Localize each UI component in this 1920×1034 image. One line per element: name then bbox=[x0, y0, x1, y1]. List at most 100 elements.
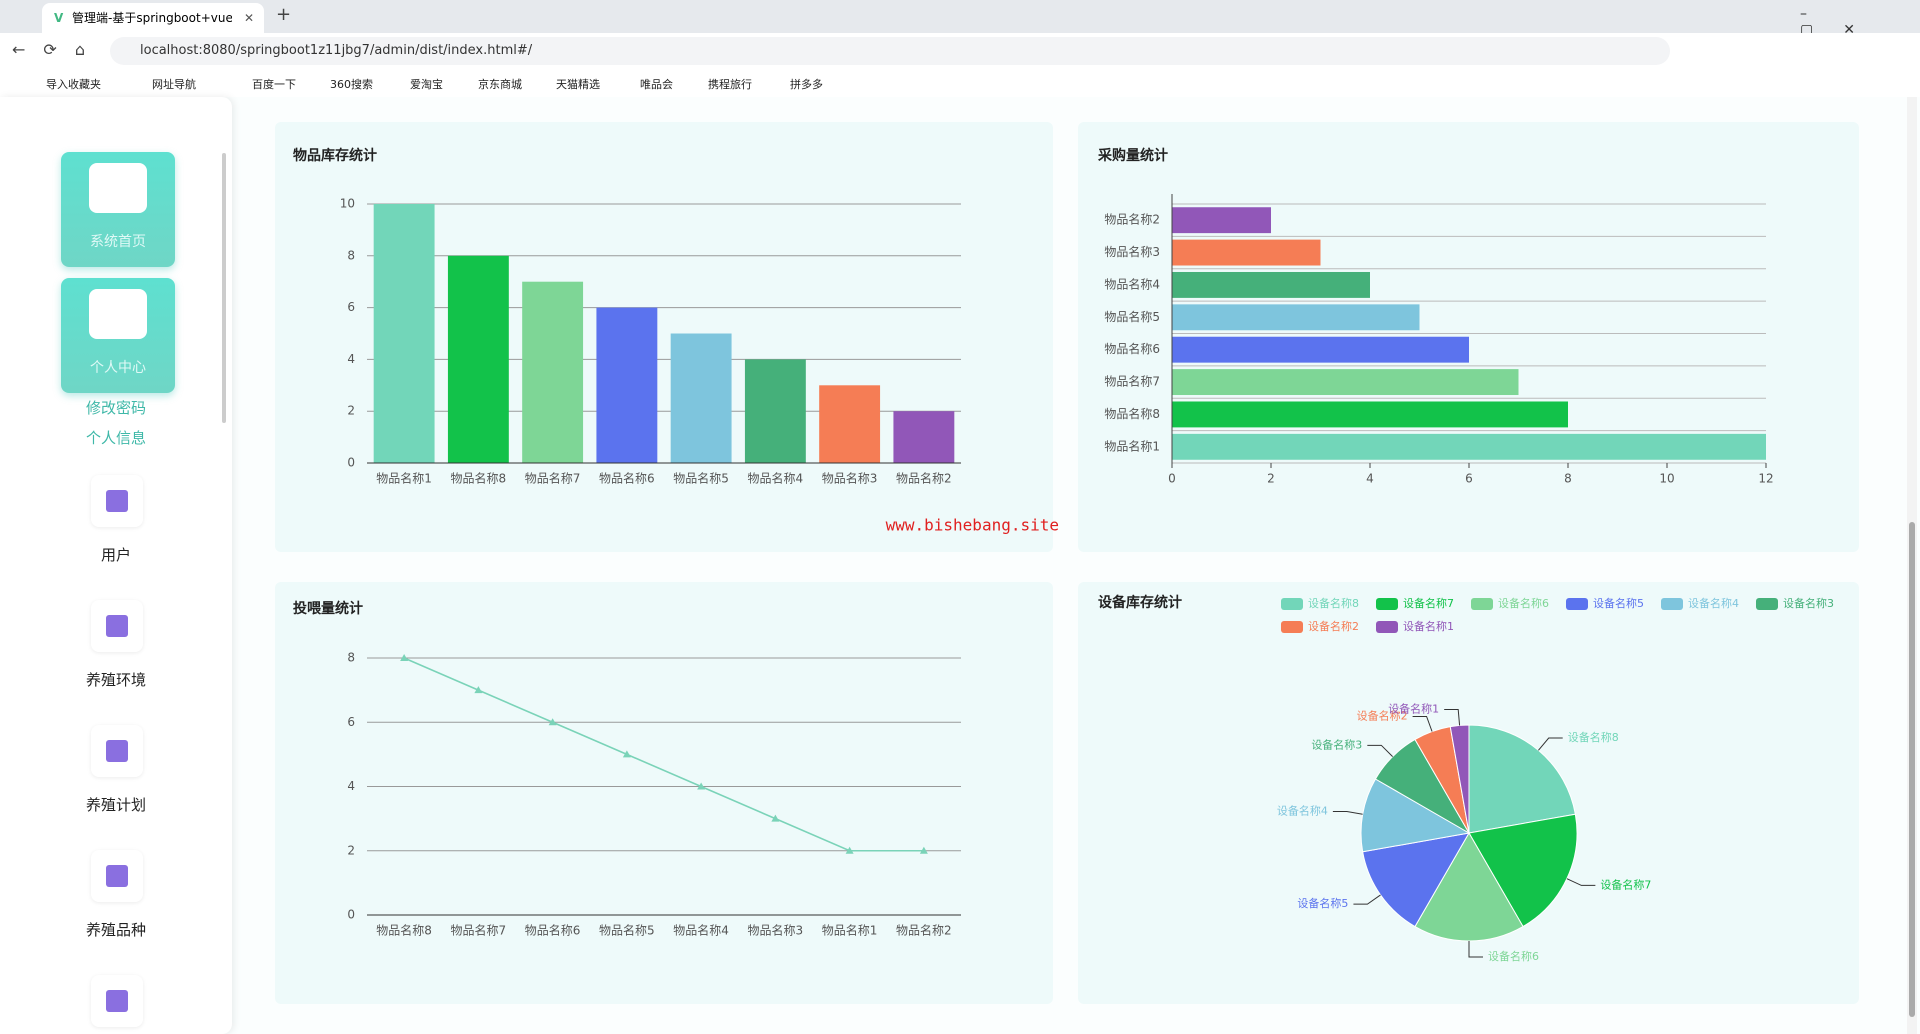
page-scrollbar bbox=[1907, 97, 1917, 1034]
x-tick-label: 物品名称4 bbox=[673, 923, 729, 938]
bookmark[interactable]: 携程旅行 bbox=[708, 78, 752, 91]
menu-icon[interactable] bbox=[91, 725, 143, 777]
menu-icon[interactable] bbox=[91, 975, 143, 1027]
submenu-item[interactable]: 修改密码 bbox=[85, 399, 146, 417]
label-line bbox=[1444, 708, 1461, 726]
menu-tile[interactable]: 系统首页 bbox=[61, 152, 175, 267]
y-tick-label: 物品名称4 bbox=[1104, 276, 1160, 291]
submenu-item[interactable]: 个人信息 bbox=[85, 429, 146, 447]
bookmark[interactable]: 爱淘宝 bbox=[410, 78, 443, 91]
bookmark[interactable]: 网址导航 bbox=[152, 78, 196, 91]
pie-slice bbox=[1449, 724, 1470, 834]
url-field[interactable]: localhost:8080/springboot1z11jbg7/admin/… bbox=[110, 37, 1670, 65]
bookmark[interactable]: 唯品会 bbox=[640, 78, 673, 91]
point bbox=[919, 846, 928, 854]
y-tick-label: 2 bbox=[347, 843, 355, 857]
bar bbox=[1172, 207, 1271, 234]
point bbox=[845, 846, 854, 854]
menu-icon bbox=[89, 163, 147, 213]
menu-icon[interactable] bbox=[91, 850, 143, 902]
y-tick-label: 物品名称6 bbox=[1104, 341, 1160, 356]
y-tick-label: 物品名称1 bbox=[1104, 438, 1160, 453]
x-tick-label: 物品名称4 bbox=[748, 471, 804, 486]
x-tick-label: 物品名称7 bbox=[525, 471, 581, 486]
y-tick-label: 6 bbox=[347, 300, 355, 314]
address-bar: ←⟳⌂ localhost:8080/springboot1z11jbg7/ad… bbox=[0, 33, 1920, 69]
bar bbox=[744, 359, 806, 463]
bar bbox=[670, 333, 732, 463]
bookmark[interactable]: 拼多多 bbox=[790, 78, 823, 91]
bar bbox=[1172, 239, 1321, 266]
icon-glyph bbox=[106, 865, 128, 887]
main: 系统首页个人中心修改密码个人信息用户养殖环境养殖计划养殖品种 bbox=[0, 97, 1920, 1034]
slice-label: 设备名称3 bbox=[1311, 737, 1362, 751]
bar bbox=[1172, 304, 1420, 331]
bookmark[interactable]: 360搜索 bbox=[330, 78, 373, 91]
bar bbox=[596, 307, 658, 463]
bookmark[interactable]: 导入收藏夹 bbox=[46, 78, 101, 91]
browser-tab[interactable]: V 管理端-基于springboot+vue智能 ✕ bbox=[42, 3, 264, 33]
legend-swatch bbox=[1566, 598, 1588, 610]
point bbox=[548, 718, 557, 726]
legend-label: 设备名称8 bbox=[1308, 596, 1359, 610]
legend-label: 设备名称2 bbox=[1308, 619, 1359, 633]
point bbox=[771, 814, 780, 822]
bookmark[interactable]: 天猫精选 bbox=[556, 78, 600, 91]
nav-buttons[interactable]: ←⟳⌂ bbox=[12, 40, 103, 59]
point bbox=[697, 782, 706, 790]
x-tick-label: 0 bbox=[1168, 472, 1176, 486]
x-tick-label: 2 bbox=[1267, 472, 1275, 486]
menu-label: 个人中心 bbox=[90, 360, 146, 376]
legend-label: 设备名称6 bbox=[1498, 596, 1549, 610]
bar bbox=[447, 255, 509, 463]
menu-item[interactable]: 养殖环境 bbox=[85, 671, 146, 689]
slice-label: 设备名称2 bbox=[1357, 708, 1408, 722]
bar bbox=[893, 411, 955, 463]
slice-label: 设备名称5 bbox=[1297, 896, 1348, 910]
y-tick-label: 物品名称2 bbox=[1104, 212, 1160, 227]
panel bbox=[275, 582, 1053, 1004]
y-tick-label: 0 bbox=[347, 456, 355, 470]
bar bbox=[373, 204, 435, 463]
icon-glyph bbox=[106, 740, 128, 762]
menu-item[interactable]: 养殖品种 bbox=[85, 921, 146, 939]
menu-item[interactable]: 用户 bbox=[100, 546, 131, 564]
x-tick-label: 8 bbox=[1564, 472, 1572, 486]
legend-label: 设备名称5 bbox=[1593, 596, 1644, 610]
bar bbox=[1172, 401, 1568, 428]
slice-label: 设备名称6 bbox=[1488, 949, 1539, 963]
x-tick-label: 物品名称6 bbox=[525, 923, 581, 938]
menu-item[interactable]: 养殖计划 bbox=[85, 796, 146, 814]
bar bbox=[1172, 433, 1766, 460]
x-tick-label: 物品名称1 bbox=[376, 471, 432, 486]
slice-label: 设备名称7 bbox=[1600, 877, 1651, 891]
legend-label: 设备名称7 bbox=[1403, 596, 1454, 610]
label-line bbox=[1332, 810, 1363, 815]
tab-close[interactable]: ✕ bbox=[244, 11, 255, 25]
legend-swatch bbox=[1661, 598, 1683, 610]
icon-glyph bbox=[106, 990, 128, 1012]
x-tick-label: 物品名称8 bbox=[376, 923, 432, 938]
menu-icon[interactable] bbox=[91, 475, 143, 527]
tab-bar: V 管理端-基于springboot+vue智能 ✕ + –▢✕ bbox=[0, 0, 1920, 38]
bookmark[interactable]: 京东商城 bbox=[478, 78, 522, 91]
label-line bbox=[1468, 941, 1483, 958]
y-tick-label: 4 bbox=[347, 779, 355, 793]
line bbox=[403, 657, 924, 852]
tab-title: 管理端-基于springboot+vue智能 bbox=[72, 11, 232, 25]
y-tick-label: 物品名称5 bbox=[1104, 309, 1160, 324]
menu-icon[interactable] bbox=[91, 600, 143, 652]
pie-slice bbox=[1360, 778, 1471, 853]
x-tick-label: 4 bbox=[1366, 472, 1374, 486]
x-tick-label: 物品名称1 bbox=[822, 923, 878, 938]
x-tick-label: 物品名称3 bbox=[748, 923, 804, 938]
bookmark[interactable]: 百度一下 bbox=[252, 78, 296, 91]
y-tick-label: 8 bbox=[347, 248, 355, 262]
legend-label: 设备名称1 bbox=[1403, 619, 1454, 633]
label-line bbox=[1566, 878, 1596, 886]
menu-tile[interactable]: 个人中心 bbox=[61, 278, 175, 393]
legend-swatch bbox=[1756, 598, 1778, 610]
new-tab[interactable]: + bbox=[276, 4, 292, 25]
legend-label: 设备名称4 bbox=[1688, 596, 1739, 610]
